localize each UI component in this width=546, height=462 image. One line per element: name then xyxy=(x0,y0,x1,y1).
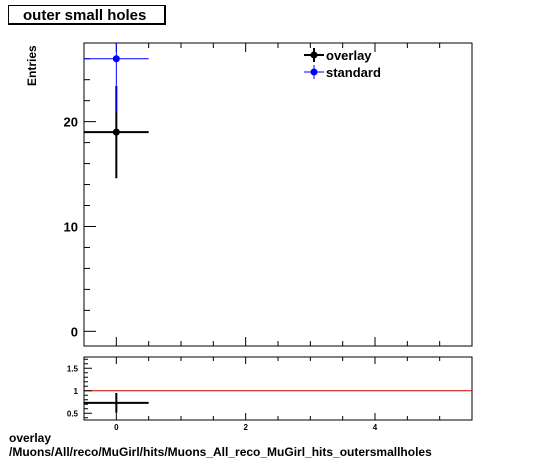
legend-label: standard xyxy=(326,65,381,80)
histogram-path-caption: overlay /Muons/All/reco/MuGirl/hits/Muon… xyxy=(9,431,432,459)
ratio-y-tick-label: 1.5 xyxy=(67,364,79,373)
y-tick-label: 10 xyxy=(64,219,78,234)
ratio-axis-ticks: 0.5 1 1.5 0 2 4 xyxy=(67,357,473,432)
data-point-standard xyxy=(84,43,149,113)
y-tick-label: 20 xyxy=(64,115,78,130)
ratio-plot-border xyxy=(83,356,473,421)
ratio-y-tick-label: 0.5 xyxy=(67,409,79,418)
main-plot-border xyxy=(83,42,473,347)
plot-title: outer small holes xyxy=(8,5,166,25)
legend-label: overlay xyxy=(326,48,372,63)
legend: overlay standard xyxy=(304,48,381,80)
y-tick-label: 0 xyxy=(71,324,78,339)
caption-line-2: /Muons/All/reco/MuGirl/hits/Muons_All_re… xyxy=(9,445,432,459)
ratio-x-tick-label: 4 xyxy=(373,423,378,432)
legend-entry-overlay: overlay xyxy=(304,48,372,63)
main-axis-ticks: 0 10 20 xyxy=(64,43,473,346)
legend-marker xyxy=(310,51,318,59)
ratio-data-markers xyxy=(84,393,149,413)
ratio-y-tick-label: 1 xyxy=(74,387,79,396)
legend-marker xyxy=(310,68,318,76)
ratio-plot-frame xyxy=(83,356,473,421)
legend-entry-standard: standard xyxy=(304,65,381,80)
caption-line-1: overlay xyxy=(9,431,52,445)
ratio-x-tick-label: 2 xyxy=(243,423,248,432)
marker xyxy=(112,55,120,63)
marker xyxy=(112,128,120,136)
main-plot-frame xyxy=(83,42,473,347)
main-data-markers xyxy=(84,43,149,179)
y-axis-label: Entries xyxy=(25,45,39,86)
ratio-data-point xyxy=(84,393,149,413)
ratio-x-tick-label: 0 xyxy=(114,423,119,432)
